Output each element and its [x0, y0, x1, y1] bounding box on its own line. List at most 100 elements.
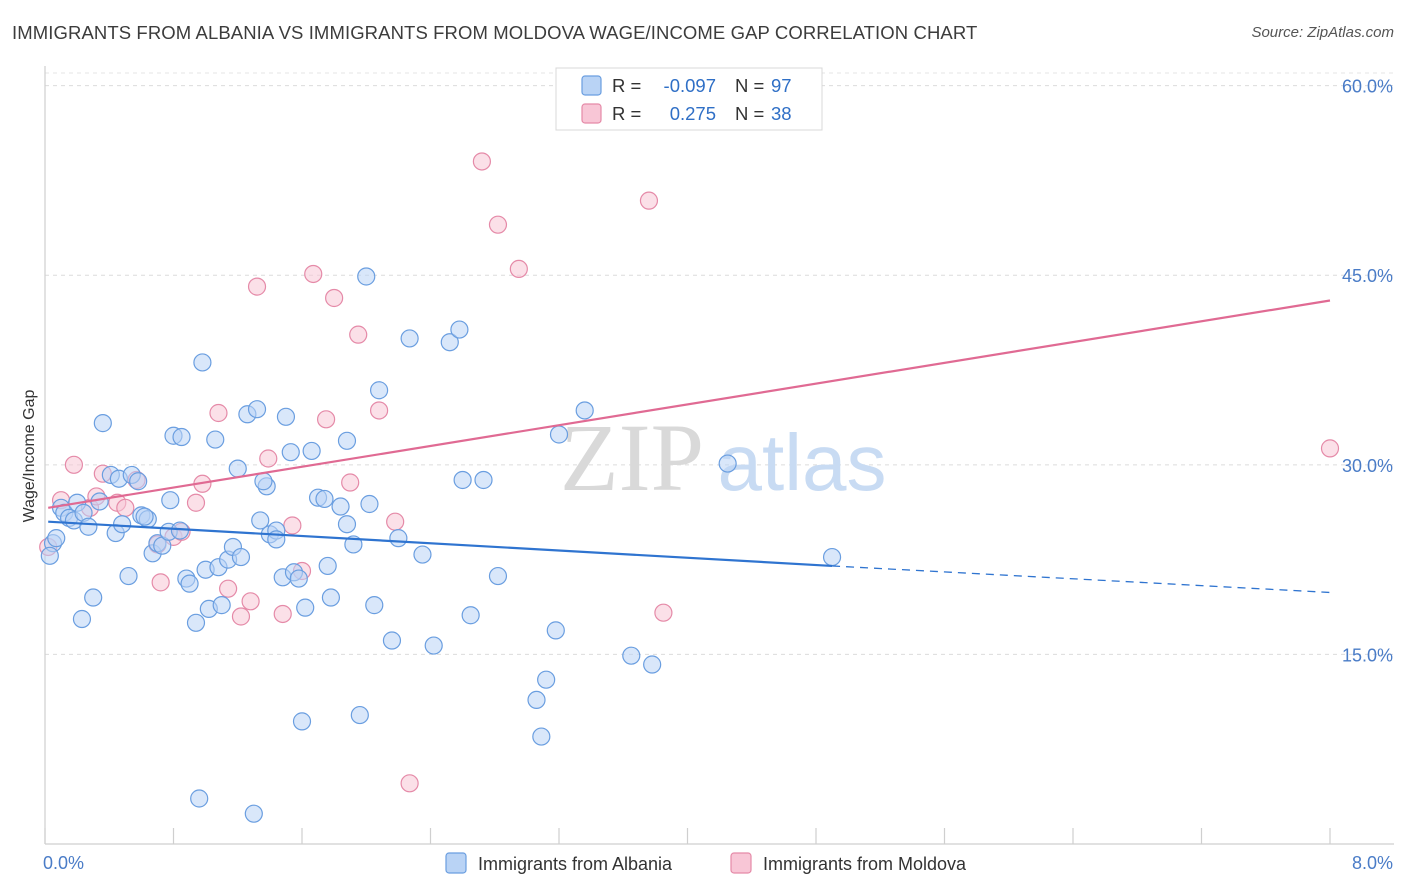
- y-tick-label: 15.0%: [1342, 645, 1393, 665]
- albania-point: [318, 556, 337, 576]
- legend-swatch-moldova: [581, 103, 602, 124]
- y-tick-labels: 15.0% 30.0% 45.0% 60.0%: [1342, 77, 1393, 666]
- moldova-point: [219, 579, 238, 598]
- moldova-point: [370, 401, 389, 420]
- albania-point: [321, 588, 341, 607]
- albania-point: [40, 546, 59, 565]
- albania-point: [161, 491, 180, 510]
- albania-point: [302, 441, 321, 461]
- legend-n-label-albania: N =: [735, 75, 764, 96]
- albania-point: [129, 472, 148, 491]
- x-tick-label-max: 8.0%: [1352, 853, 1393, 873]
- albania-point: [360, 494, 379, 514]
- albania-point: [357, 267, 376, 286]
- albania-point: [643, 655, 662, 674]
- albania-point: [84, 588, 103, 607]
- moldova-point: [325, 288, 344, 308]
- albania-point: [135, 507, 154, 526]
- albania-point: [453, 470, 472, 490]
- albania-point: [350, 705, 369, 725]
- albania-point: [186, 613, 206, 632]
- moldova-point: [273, 604, 292, 624]
- y-axis-label: Wage/Income Gap: [21, 390, 38, 523]
- albania-point: [337, 515, 357, 534]
- albania-point: [254, 472, 273, 491]
- moldova-point: [186, 493, 206, 512]
- moldova-point: [400, 774, 419, 793]
- moldova-point: [209, 403, 228, 423]
- albania-point: [337, 431, 357, 450]
- legend: R = -0.097 N = 97 R = 0.275 N = 38: [555, 67, 823, 131]
- albania-point: [532, 727, 551, 746]
- albania-point: [281, 443, 300, 462]
- albania-point: [172, 427, 191, 447]
- source-label: Source: ZipAtlas.com: [1251, 24, 1394, 41]
- albania-point: [180, 574, 199, 593]
- albania-point: [718, 454, 737, 473]
- moldova-point: [509, 259, 528, 279]
- albania-point: [228, 459, 247, 478]
- legend-swatch-albania: [581, 75, 602, 96]
- legend-r-label-moldova: R =: [612, 103, 641, 124]
- moldova-point: [341, 473, 360, 492]
- moldova-trend-line: [48, 299, 1331, 509]
- albania-point: [72, 609, 92, 629]
- moldova-point: [488, 215, 508, 234]
- albania-point: [331, 497, 350, 516]
- albania-trend-extension: [832, 565, 1331, 594]
- albania-point: [546, 621, 565, 640]
- x-tick-label-min: 0.0%: [43, 853, 84, 873]
- albania-point: [488, 566, 508, 586]
- albania-point: [474, 470, 493, 490]
- albania-point: [370, 381, 389, 400]
- bottom-legend-swatch-albania: [445, 852, 467, 874]
- albania-point: [251, 511, 270, 530]
- watermark-atlas: atlas: [718, 418, 887, 507]
- albania-point: [247, 400, 267, 419]
- albania-point: [622, 646, 641, 665]
- bottom-legend: Immigrants from Albania Immigrants from …: [445, 852, 967, 874]
- albania-point: [400, 329, 419, 348]
- moldova-point: [654, 603, 673, 622]
- series-albania-points: [40, 267, 842, 823]
- moldova-point: [349, 325, 368, 344]
- axes: [44, 66, 1394, 845]
- albania-point: [292, 712, 312, 731]
- watermark-zip: ZIP: [560, 404, 704, 511]
- albania-point: [389, 529, 408, 548]
- legend-r-value-moldova: 0.275: [670, 103, 716, 124]
- albania-point: [206, 430, 225, 449]
- albania-trend-line: [48, 520, 833, 568]
- trend-lines: [48, 299, 1331, 594]
- albania-point: [190, 789, 209, 808]
- y-tick-label: 60.0%: [1342, 77, 1393, 97]
- x-tick-labels: 0.0% 8.0%: [43, 853, 1393, 873]
- legend-r-label-albania: R =: [612, 75, 641, 96]
- albania-point: [244, 804, 263, 823]
- albania-point: [296, 598, 315, 617]
- moldova-point: [472, 152, 491, 171]
- albania-point: [549, 425, 569, 444]
- albania-point: [450, 320, 469, 339]
- moldova-point: [151, 573, 170, 592]
- albania-point: [365, 596, 384, 615]
- legend-n-value-albania: 97: [771, 75, 792, 96]
- albania-point: [79, 517, 98, 536]
- legend-r-value-albania: -0.097: [664, 75, 716, 96]
- moldova-point: [283, 516, 302, 535]
- moldova-point: [116, 498, 135, 517]
- moldova-point: [241, 592, 260, 611]
- y-tick-label: 30.0%: [1342, 456, 1393, 476]
- albania-point: [212, 596, 231, 615]
- bottom-legend-swatch-moldova: [730, 852, 752, 874]
- moldova-point: [64, 455, 84, 474]
- moldova-point: [386, 512, 405, 531]
- legend-n-value-moldova: 38: [771, 103, 792, 124]
- albania-point: [424, 636, 443, 655]
- albania-point: [537, 670, 556, 689]
- albania-point: [822, 547, 842, 567]
- watermark: ZIP atlas: [560, 404, 886, 511]
- moldova-point: [259, 449, 278, 468]
- moldova-point: [1320, 439, 1340, 458]
- albania-point: [382, 631, 402, 650]
